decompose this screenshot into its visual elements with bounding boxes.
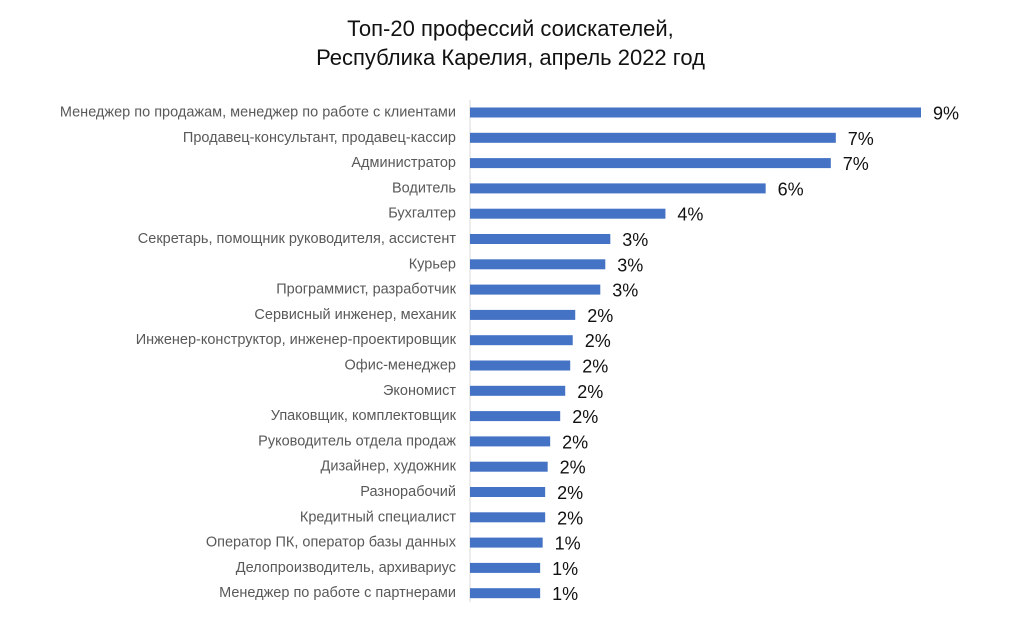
- bar: [470, 284, 601, 295]
- data-label: 3%: [617, 255, 643, 275]
- category-label: Менеджер по продажам, менеджер по работе…: [60, 105, 456, 121]
- bar: [470, 436, 551, 447]
- bar: [470, 360, 571, 371]
- data-label: 2%: [572, 407, 598, 427]
- chart-title-line-1: Топ-20 профессий соискателей,: [347, 16, 674, 41]
- category-label: Бухгалтер: [388, 206, 456, 222]
- data-label: 2%: [560, 458, 586, 478]
- data-label: 1%: [555, 534, 581, 554]
- category-label: Упаковщик, комплектовщик: [271, 408, 457, 424]
- bar: [470, 385, 566, 396]
- bar: [470, 461, 548, 472]
- data-label: 6%: [778, 179, 804, 199]
- bar: [470, 309, 576, 320]
- bar: [470, 259, 606, 270]
- category-label: Инженер-конструктор, инженер-проектировщ…: [136, 332, 457, 348]
- category-label: Курьер: [409, 256, 456, 272]
- data-label: 1%: [552, 584, 578, 604]
- category-label: Администратор: [351, 155, 456, 171]
- chart-title-line-2: Республика Карелия, апрель 2022 год: [316, 45, 705, 70]
- bar: [470, 132, 836, 143]
- bar: [470, 512, 546, 523]
- data-label: 3%: [612, 281, 638, 301]
- data-label: 4%: [677, 205, 703, 225]
- category-label: Продавец-консультант, продавец-кассир: [183, 130, 456, 146]
- category-label: Менеджер по работе с партнерами: [219, 585, 456, 601]
- category-label: Делопроизводитель, архивариус: [236, 560, 456, 576]
- bar: [470, 537, 543, 548]
- data-label: 2%: [585, 331, 611, 351]
- category-label: Сервисный инженер, механик: [254, 307, 456, 323]
- category-label: Офис-менеджер: [345, 358, 456, 374]
- data-label: 2%: [587, 306, 613, 326]
- bar: [470, 208, 666, 219]
- category-label: Кредитный специалист: [300, 509, 456, 525]
- bar: [470, 562, 541, 573]
- plot-area: Менеджер по продажам, менеджер по работе…: [60, 104, 959, 605]
- category-label: Водитель: [392, 180, 456, 196]
- bar: [470, 234, 611, 244]
- data-label: 1%: [552, 559, 578, 579]
- data-label: 2%: [557, 483, 583, 503]
- data-label: 9%: [933, 104, 959, 124]
- category-label: Секретарь, помощник руководителя, ассист…: [138, 231, 457, 247]
- chart-title: Топ-20 профессий соискателей, Республика…: [0, 14, 1021, 72]
- bar: [470, 411, 561, 422]
- category-label: Разнорабочий: [360, 484, 456, 500]
- data-label: 7%: [843, 154, 869, 174]
- bar: [470, 335, 573, 346]
- data-label: 2%: [562, 432, 588, 452]
- bar: [470, 588, 541, 599]
- data-label: 2%: [557, 508, 583, 528]
- bar: [470, 183, 766, 194]
- bar: [470, 158, 831, 169]
- data-label: 2%: [582, 357, 608, 377]
- category-label: Дизайнер, художник: [321, 459, 457, 475]
- data-label: 7%: [848, 129, 874, 149]
- category-label: Программист, разработчик: [276, 282, 456, 298]
- data-label: 2%: [577, 382, 603, 402]
- data-label: 3%: [622, 230, 648, 250]
- category-label: Руководитель отдела продаж: [258, 433, 456, 449]
- category-label: Оператор ПК, оператор базы данных: [206, 535, 457, 551]
- category-label: Экономист: [383, 383, 456, 399]
- bar: [470, 107, 921, 118]
- bar: [470, 487, 546, 497]
